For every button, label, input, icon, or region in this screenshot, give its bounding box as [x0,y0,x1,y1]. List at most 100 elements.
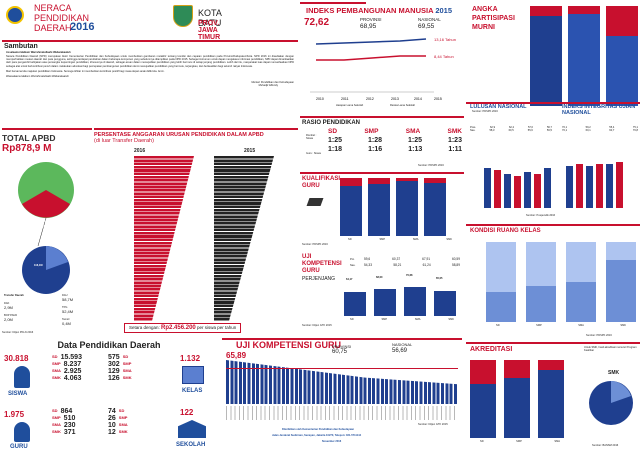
lulusan-bars [484,150,554,208]
region-line2: PROV. JAWA TIMUR [198,20,221,41]
apbd-right-0: DAU 58,7M [62,294,74,302]
kualifikasi-panel: KUALIFIKASI GURU SD SMP SMA SMK Sumber: PDS… [300,172,464,248]
title-year: 2016 [70,21,95,33]
graduate-cap-icon [306,198,324,206]
ukg-kab-source: Sumber: Ditjen GTK 2015 [418,423,448,426]
apbd-value: Rp878,9 M [2,143,52,154]
persentase-title: PERSENTASE ANGGARAN URUSAN PENDIDIKAN DA… [94,132,264,138]
ukg-row1: Pro. [350,258,355,261]
apm-bar-sma [606,6,638,106]
siswa-list: SD 15.593 SMP 8.237 SMA 2.925 SMK 4.063 [52,354,82,382]
akred-bar-sd [470,360,496,438]
teacher-icon [14,422,30,442]
ukg-panel: UJI KOMPETENSI GURU PERJENJANG Pro. Nas.… [300,250,464,330]
akreditasi-note: Untuk SMK, hasil akreditasi menurut Prog… [584,346,637,352]
ujian-panel: LULUSAN NASIONAL INDEKS INTEGRITAS UJIAN… [466,102,640,222]
kual-bar-smp [368,178,390,236]
year-tick: 2015 [434,97,442,101]
year-right: 2015 [244,148,256,154]
ipm-right-top: 13,16 Tahun [434,37,456,42]
akred-smk-pie [589,381,633,425]
ipm-legend1: Harapan Lama Sekolah [336,104,364,107]
rasio-title: RASIO PENDIDIKAN [302,120,361,126]
apbd-item-0: DAK 2,9M [4,302,13,310]
sambutan-title: Sambutan [4,43,38,50]
kelas-list: 575 SD 302 SMP 129 SMA 126 SMK [108,354,132,382]
apm-bar-smp [568,6,600,106]
ipm-prov-value: 68,95 [360,23,377,30]
title-line1: NERACA [34,3,72,13]
kual-bar-sd [340,178,362,236]
sambutan-sign1: Menteri Pendidikan dan Kebudayaan [251,80,294,84]
ukg-kab-title: UJI KOMPETENSI GURU [236,340,342,350]
ukg-title3: GURU [302,268,320,274]
region-line1: KOTA BATU [198,8,222,28]
ukg-val1-sma: 67,91 [422,257,431,261]
ukg-footer2: Jalan Jenderal Sudirman, Senayan, Jakart… [272,434,362,437]
ukg-bar-sd [344,292,366,316]
year-tick: 2010 [316,97,324,101]
kual-source: Sumber: PDSPK 2016 [302,243,328,246]
year-left: 2016 [134,148,146,154]
siswa-label: SISWA [8,391,28,397]
rasio-row2: Guru : Siswa [306,152,321,155]
integritas-source: Sumber: Puspendik 2016 [526,214,556,217]
ukg-sub: PERJENJANG [302,276,336,282]
ukg-val1-sd: 59,6 [364,257,371,261]
persentase-subtitle: (di luar Transfer Daerah) [94,138,154,144]
year-tick: 2012 [366,97,374,101]
apm-panel: ANGKA PARTISIPASI MURNI Sumber: PDSPK 20… [468,2,640,114]
ukg-kab-prov-value: 60,75 [332,349,348,355]
ukg-val2-sma: 61,24 [422,263,431,267]
kual-bar-sma [396,178,418,236]
ipm-panel: INDEKS PEMBANGUNAN MANUSIA 2015 72,62 PR… [300,2,464,114]
smk-label: SMK [608,370,620,376]
sekolah-list: 74 SD 26 SMP 10 SMA 12 SMK [108,408,128,436]
kual-title2: GURU [302,183,320,189]
ukg-bar-sma [404,287,426,316]
sekolah-total: 122 [180,408,194,417]
ipm-prov-label: PROVINSI [360,17,382,22]
lulusan-title: LULUSAN NASIONAL [470,104,527,110]
title-line2: PENDIDIKAN [34,13,90,23]
dana-value: 76,9M [40,225,48,228]
ukg-val1-smp: 60,37 [392,257,401,261]
ukg-kab-labels [226,406,458,420]
ipm-nas-label: NASIONAL [418,17,441,22]
akred-levels: SD SMP SMA [480,440,560,443]
apm-title2: PARTISIPASI [472,15,515,22]
ipm-legend2: Rerata Lama Sekolah [390,104,416,107]
apm-bar-sd [530,6,562,106]
akreditasi-panel: AKREDITASI Untuk SMK, hasil akreditasi m… [466,342,640,453]
apbd-source: Sumber: Ditjen PKLN 2016 [2,331,34,334]
rasio-source: Sumber: PDSPK 2016 [418,164,444,167]
dana-label: Dana Daerah [36,220,52,223]
ukg-kab-panel: UJI KOMPETENSI GURU 65,89 PROVINSI 60,75… [222,338,462,453]
ipm-title: INDEKS PEMBANGUNAN MANUSIA 2015 [306,6,453,15]
kondisi-panel: KONDISI RUANG KELAS SD SMP SMA SMK Sumber: … [466,224,640,340]
apbd-right-1: TPG 52,4M [62,306,74,314]
ukg-kab-value: 65,89 [226,351,247,360]
title-line3: DAERAH [34,23,72,33]
sambutan-greeting: Assalaamu'alaikum Warrahmatullaahi Wabar… [6,51,71,54]
sambutan-closing: Wassalaamu'alaikum Warrahmatullaahi Waba… [6,74,69,78]
ukg-val2-smp: 58,21 [393,263,402,267]
bars-left [134,156,194,321]
setara-box: Setara dengan: Rp2.456.200 per siswa per… [124,323,242,333]
kual-title1: KUALIFIKASI [302,176,340,182]
ipm-chart: 13,16 Tahun 8,44 Tahun 2010 2011 2012 20… [310,37,456,101]
ukg-val2-sd: 54,33 [364,263,372,267]
apm-source: Sumber: PDSPK 2016 [472,110,498,113]
akred-bar-smp [504,360,530,438]
rasio-grid: SD SMP SMA SMK 1:25 1:28 1:25 1:23 1:18 1:16 1:1… [328,128,462,153]
integritas-title: INDEKS INTEGRITAS UJIAN NASIONAL [562,104,636,116]
integritas-bars [566,150,636,208]
sambutan-sign2: Muhadjir Effendy [258,83,278,87]
bars-right [214,156,274,321]
ukg-val2-smk: 58,89 [451,263,460,267]
apbd-title: TOTAL APBD [2,133,56,143]
batu-crest [173,5,193,27]
sekolah-label: SEKOLAH [176,442,206,448]
ukg-kab-nas-value: 56,69 [392,348,408,354]
ukg-title1: UJI [302,254,312,260]
